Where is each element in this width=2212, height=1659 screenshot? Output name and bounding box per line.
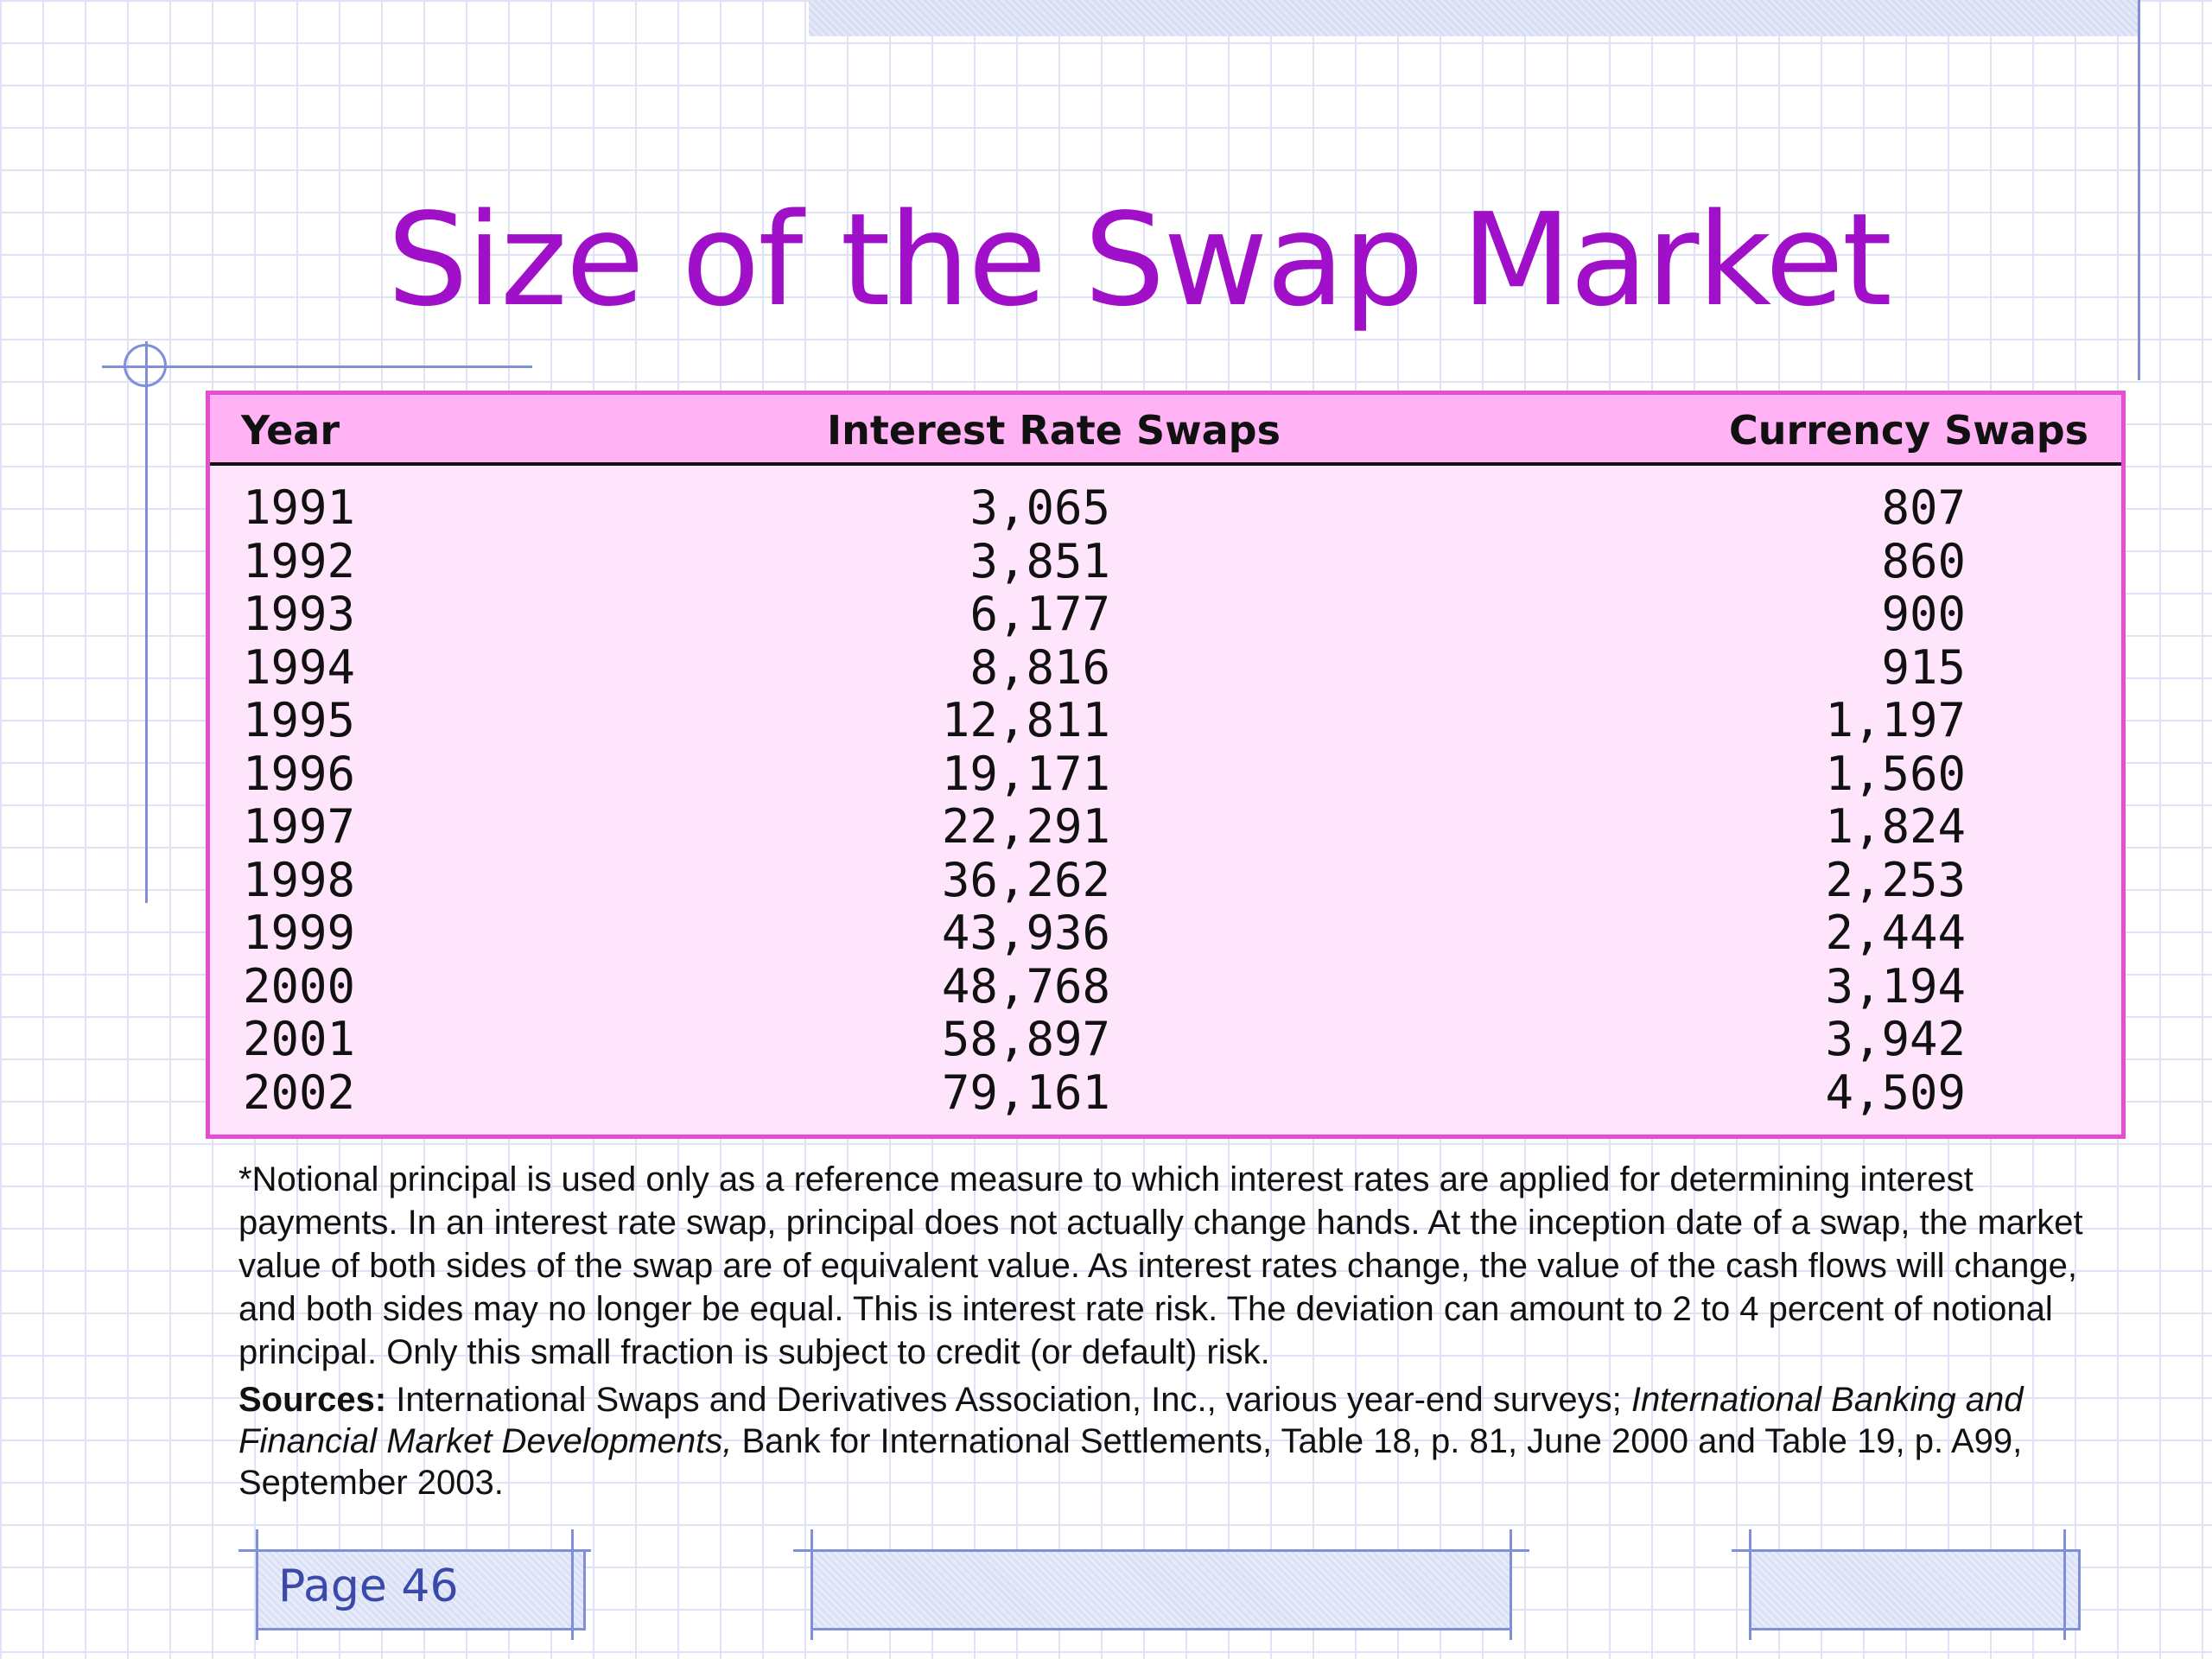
table-row: 1997 22,291 1,824 bbox=[210, 800, 2121, 854]
sources-text-part-2: Bank for International Settlements, Tabl… bbox=[238, 1422, 2023, 1502]
cell-year: 1996 bbox=[243, 746, 356, 801]
cell-year: 1992 bbox=[243, 533, 356, 588]
table-row: 2002 79,161 4,509 bbox=[210, 1066, 2121, 1120]
table-row: 1998 36,262 2,253 bbox=[210, 854, 2121, 907]
right-decorative-line bbox=[2138, 0, 2140, 380]
cell-currency-swaps: 1,197 bbox=[1825, 693, 1966, 747]
footnote-text: *Notional principal is used only as a re… bbox=[238, 1160, 2083, 1371]
cell-interest-rate-swaps: 22,291 bbox=[941, 799, 1110, 854]
title-circle-ornament bbox=[124, 344, 167, 387]
cell-year: 2002 bbox=[243, 1065, 356, 1120]
footer-tick bbox=[810, 1529, 813, 1640]
cell-currency-swaps: 807 bbox=[1881, 480, 1966, 535]
cell-year: 1999 bbox=[243, 906, 356, 960]
cell-interest-rate-swaps: 19,171 bbox=[941, 746, 1110, 801]
top-decorative-band bbox=[809, 0, 2139, 36]
cell-currency-swaps: 915 bbox=[1881, 639, 1966, 695]
footer-tick bbox=[2063, 1529, 2066, 1640]
table-row: 1996 19,171 1,560 bbox=[210, 747, 2121, 801]
cell-year: 2001 bbox=[243, 1012, 356, 1066]
cell-year: 1991 bbox=[243, 480, 356, 535]
header-year: Year bbox=[241, 407, 340, 454]
cell-currency-swaps: 860 bbox=[1881, 533, 1966, 588]
cell-year: 1993 bbox=[243, 587, 356, 641]
table-row: 2001 58,897 3,942 bbox=[210, 1013, 2121, 1066]
cell-year: 1998 bbox=[243, 852, 356, 907]
cell-interest-rate-swaps: 12,811 bbox=[941, 693, 1110, 747]
sources-text: Sources: International Swaps and Derivat… bbox=[238, 1379, 2096, 1503]
cell-interest-rate-swaps: 43,936 bbox=[941, 906, 1110, 960]
cell-currency-swaps: 4,509 bbox=[1825, 1065, 1966, 1120]
sources-label: Sources: bbox=[238, 1381, 387, 1419]
cell-currency-swaps: 900 bbox=[1881, 587, 1966, 641]
cell-currency-swaps: 1,560 bbox=[1825, 746, 1966, 801]
footer-page-box bbox=[256, 1549, 586, 1630]
cell-interest-rate-swaps: 8,816 bbox=[969, 639, 1110, 695]
header-currency-swaps: Currency Swaps bbox=[1729, 407, 2089, 454]
footer-tick bbox=[571, 1529, 574, 1640]
table-row: 1992 3,851 860 bbox=[210, 535, 2121, 588]
header-interest-rate-swaps: Interest Rate Swaps bbox=[827, 407, 1281, 454]
table-row: 1994 8,816 915 bbox=[210, 641, 2121, 695]
cell-currency-swaps: 2,253 bbox=[1825, 852, 1966, 907]
cell-interest-rate-swaps: 36,262 bbox=[941, 852, 1110, 907]
cell-currency-swaps: 1,824 bbox=[1825, 799, 1966, 854]
table-body: 1991 3,065 807 1992 3,851 860 1993 6,177… bbox=[210, 481, 2121, 1119]
table-row: 2000 48,768 3,194 bbox=[210, 960, 2121, 1014]
footer-right-box bbox=[1749, 1549, 2081, 1630]
swap-market-table: Year Interest Rate Swaps Currency Swaps … bbox=[206, 391, 2126, 1139]
cell-interest-rate-swaps: 3,851 bbox=[969, 533, 1110, 588]
sources-italic-title: International Banking and Financial Mark… bbox=[238, 1381, 2024, 1460]
footer-tick bbox=[238, 1549, 591, 1552]
footer-center-box bbox=[810, 1549, 1512, 1630]
table-row: 1993 6,177 900 bbox=[210, 588, 2121, 641]
cell-currency-swaps: 2,444 bbox=[1825, 906, 1966, 960]
table-row: 1995 12,811 1,197 bbox=[210, 694, 2121, 747]
footer-tick bbox=[793, 1549, 1529, 1552]
sources-text-part-1: International Swaps and Derivatives Asso… bbox=[386, 1381, 1631, 1419]
left-decorative-line bbox=[145, 341, 148, 903]
table-row: 1991 3,065 807 bbox=[210, 481, 2121, 535]
cell-interest-rate-swaps: 58,897 bbox=[941, 1012, 1110, 1066]
cell-interest-rate-swaps: 48,768 bbox=[941, 958, 1110, 1014]
cell-year: 2000 bbox=[243, 958, 356, 1014]
title-underline bbox=[102, 365, 532, 368]
cell-year: 1995 bbox=[243, 693, 356, 747]
footer-tick bbox=[256, 1529, 258, 1640]
footer-tick bbox=[1510, 1529, 1512, 1640]
table-row: 1999 43,936 2,444 bbox=[210, 906, 2121, 960]
cell-year: 1997 bbox=[243, 799, 356, 854]
cell-currency-swaps: 3,942 bbox=[1825, 1012, 1966, 1066]
page-title: Size of the Swap Market bbox=[387, 186, 1892, 334]
page-number: Page 46 bbox=[278, 1560, 459, 1612]
footer-tick bbox=[1749, 1529, 1751, 1640]
cell-interest-rate-swaps: 79,161 bbox=[941, 1065, 1110, 1120]
table-header: Year Interest Rate Swaps Currency Swaps bbox=[210, 395, 2121, 466]
cell-year: 1994 bbox=[243, 639, 356, 695]
cell-interest-rate-swaps: 6,177 bbox=[969, 587, 1110, 641]
cell-interest-rate-swaps: 3,065 bbox=[969, 480, 1110, 535]
cell-currency-swaps: 3,194 bbox=[1825, 958, 1966, 1014]
footer-tick bbox=[1732, 1549, 2081, 1552]
